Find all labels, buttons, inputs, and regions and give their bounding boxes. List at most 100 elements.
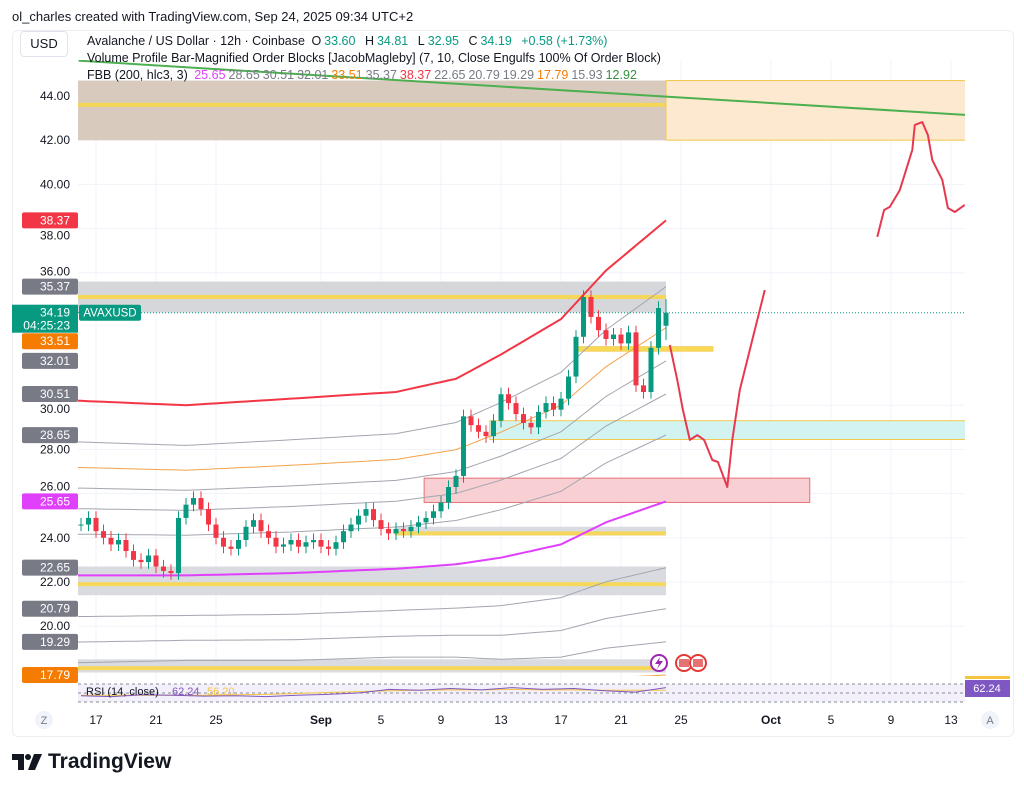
price-tag-label: 19.29 bbox=[40, 635, 70, 649]
price-axis[interactable]: 44.00 42.00 40.00 38.00 36.00 30.00 28.00 26.00… bbox=[12, 89, 141, 683]
candle-body bbox=[288, 540, 294, 545]
candle-body bbox=[521, 414, 526, 423]
candle-body bbox=[566, 376, 571, 399]
fbb-band-line bbox=[78, 434, 667, 536]
candle-body bbox=[423, 517, 429, 523]
candle-body bbox=[386, 528, 391, 534]
price-tag bbox=[22, 352, 78, 369]
plot-area[interactable] bbox=[0, 60, 1024, 783]
price-tick-label: 26.00 bbox=[40, 479, 70, 493]
high-label: H bbox=[364, 34, 374, 48]
symbol-legend: Avalanche / US Dollar · 12h · Coinbase O… bbox=[87, 34, 610, 48]
candle-body bbox=[273, 537, 279, 547]
price-tag bbox=[22, 212, 78, 229]
event-markers[interactable] bbox=[650, 654, 707, 672]
fbb-value: 15.93 bbox=[571, 68, 603, 82]
price-tick-label: 36.00 bbox=[40, 265, 70, 279]
price-tag-label: 17.79 bbox=[40, 668, 70, 682]
fbb-value: 25.65 bbox=[194, 68, 226, 82]
order-block-zone bbox=[423, 477, 811, 503]
price-tag bbox=[22, 600, 78, 617]
candle-body bbox=[146, 555, 151, 563]
candle-body bbox=[528, 422, 534, 428]
candle-body bbox=[101, 531, 106, 538]
candle-body bbox=[408, 526, 414, 532]
auto-scale-button[interactable] bbox=[981, 711, 999, 729]
time-tick-label: 17 bbox=[554, 713, 568, 727]
candle-body bbox=[633, 332, 639, 386]
time-tick-label: 25 bbox=[209, 713, 223, 727]
close-field: C 34.19 bbox=[468, 34, 514, 48]
candle-body bbox=[138, 559, 144, 563]
candle-body bbox=[438, 502, 444, 512]
hand-drawn-projection bbox=[876, 121, 965, 238]
fbb-value: 35.37 bbox=[365, 68, 397, 82]
rsi-label: RSI (14, close) bbox=[86, 686, 159, 698]
candle-body bbox=[191, 498, 196, 505]
indicator-legend-order-blocks[interactable]: Volume Profile Bar-Magnified Order Block… bbox=[87, 51, 661, 65]
currency-button[interactable]: USD bbox=[20, 31, 68, 57]
candle-body bbox=[551, 403, 556, 410]
candle-body bbox=[176, 517, 181, 574]
candle-body bbox=[588, 297, 594, 317]
price-tick-label: 40.00 bbox=[40, 177, 70, 191]
fbb-band-line bbox=[78, 608, 667, 643]
price-tag-label: 32.01 bbox=[40, 354, 70, 368]
timezone-button[interactable] bbox=[35, 711, 53, 729]
fbb-value: 30.51 bbox=[262, 68, 295, 82]
candle-body bbox=[431, 511, 436, 518]
fbb-band-line bbox=[635, 674, 667, 676]
symbol-tag[interactable] bbox=[79, 304, 141, 321]
candle-body bbox=[641, 385, 646, 393]
candle-body bbox=[326, 546, 331, 549]
candle-body bbox=[611, 334, 616, 339]
fbb-value: 22.65 bbox=[434, 68, 466, 82]
time-axis[interactable]: 17 21 25 Sep 5 9 13 17 21 25 Oct 5 9 13 Z A bbox=[35, 711, 999, 729]
candle-body bbox=[281, 544, 286, 547]
time-tick-label: 13 bbox=[944, 713, 958, 727]
candle-body bbox=[506, 394, 511, 404]
order-block-zone bbox=[78, 659, 666, 673]
candle-body bbox=[453, 475, 459, 487]
tradingview-logo-icon bbox=[12, 754, 42, 770]
candle-body bbox=[221, 537, 226, 547]
price-tick-label: 22.00 bbox=[40, 575, 70, 589]
brand-name: TradingView bbox=[48, 750, 172, 773]
open-value: 33.60 bbox=[324, 34, 356, 48]
candle-body bbox=[93, 517, 99, 532]
candle-body bbox=[348, 524, 354, 532]
tradingview-logo[interactable]: TradingView bbox=[12, 750, 171, 774]
price-tag-label: 38.37 bbox=[40, 213, 70, 227]
candle-body bbox=[258, 520, 264, 532]
price-tick-label: 30.00 bbox=[40, 402, 70, 416]
time-tick-label: Sep bbox=[310, 713, 332, 727]
candle-body bbox=[596, 316, 601, 331]
credit-line: ol_charles created with TradingView.com,… bbox=[12, 9, 414, 24]
symbol-tag-label: AVAXUSD bbox=[83, 308, 136, 320]
symbol-name[interactable]: Avalanche / US Dollar · 12h · Coinbase bbox=[87, 34, 305, 48]
time-tick-label: 21 bbox=[614, 713, 628, 727]
fbb-value: 17.79 bbox=[537, 68, 569, 82]
candle-body bbox=[513, 403, 519, 415]
candle-body bbox=[356, 515, 361, 525]
open-label: O bbox=[311, 34, 322, 48]
fbb-value: 12.92 bbox=[605, 68, 637, 82]
candle-body bbox=[648, 347, 654, 393]
flag-stripes-icon bbox=[679, 659, 689, 667]
order-block-volume-bar bbox=[78, 666, 666, 671]
rsi-line bbox=[80, 687, 667, 698]
candle-body bbox=[318, 540, 324, 547]
candle-body bbox=[198, 498, 204, 510]
time-tick-label: Oct bbox=[761, 713, 781, 727]
high-value: 34.81 bbox=[376, 34, 409, 48]
candle-body bbox=[536, 411, 541, 428]
rsi-pane[interactable]: RSI (14, close) 62.24 56.20 62.24 bbox=[78, 654, 1010, 703]
candle-body bbox=[656, 308, 661, 348]
candle-body bbox=[446, 486, 451, 503]
order-block-volume-bar bbox=[78, 102, 666, 107]
price-tick-label: 42.00 bbox=[40, 133, 70, 147]
indicator-legend-fbb[interactable]: FBB (200, hlc3, 3) 25.65 28.65 30.51 32.01 3… bbox=[87, 68, 640, 82]
rsi-value: 62.24 bbox=[172, 686, 200, 698]
